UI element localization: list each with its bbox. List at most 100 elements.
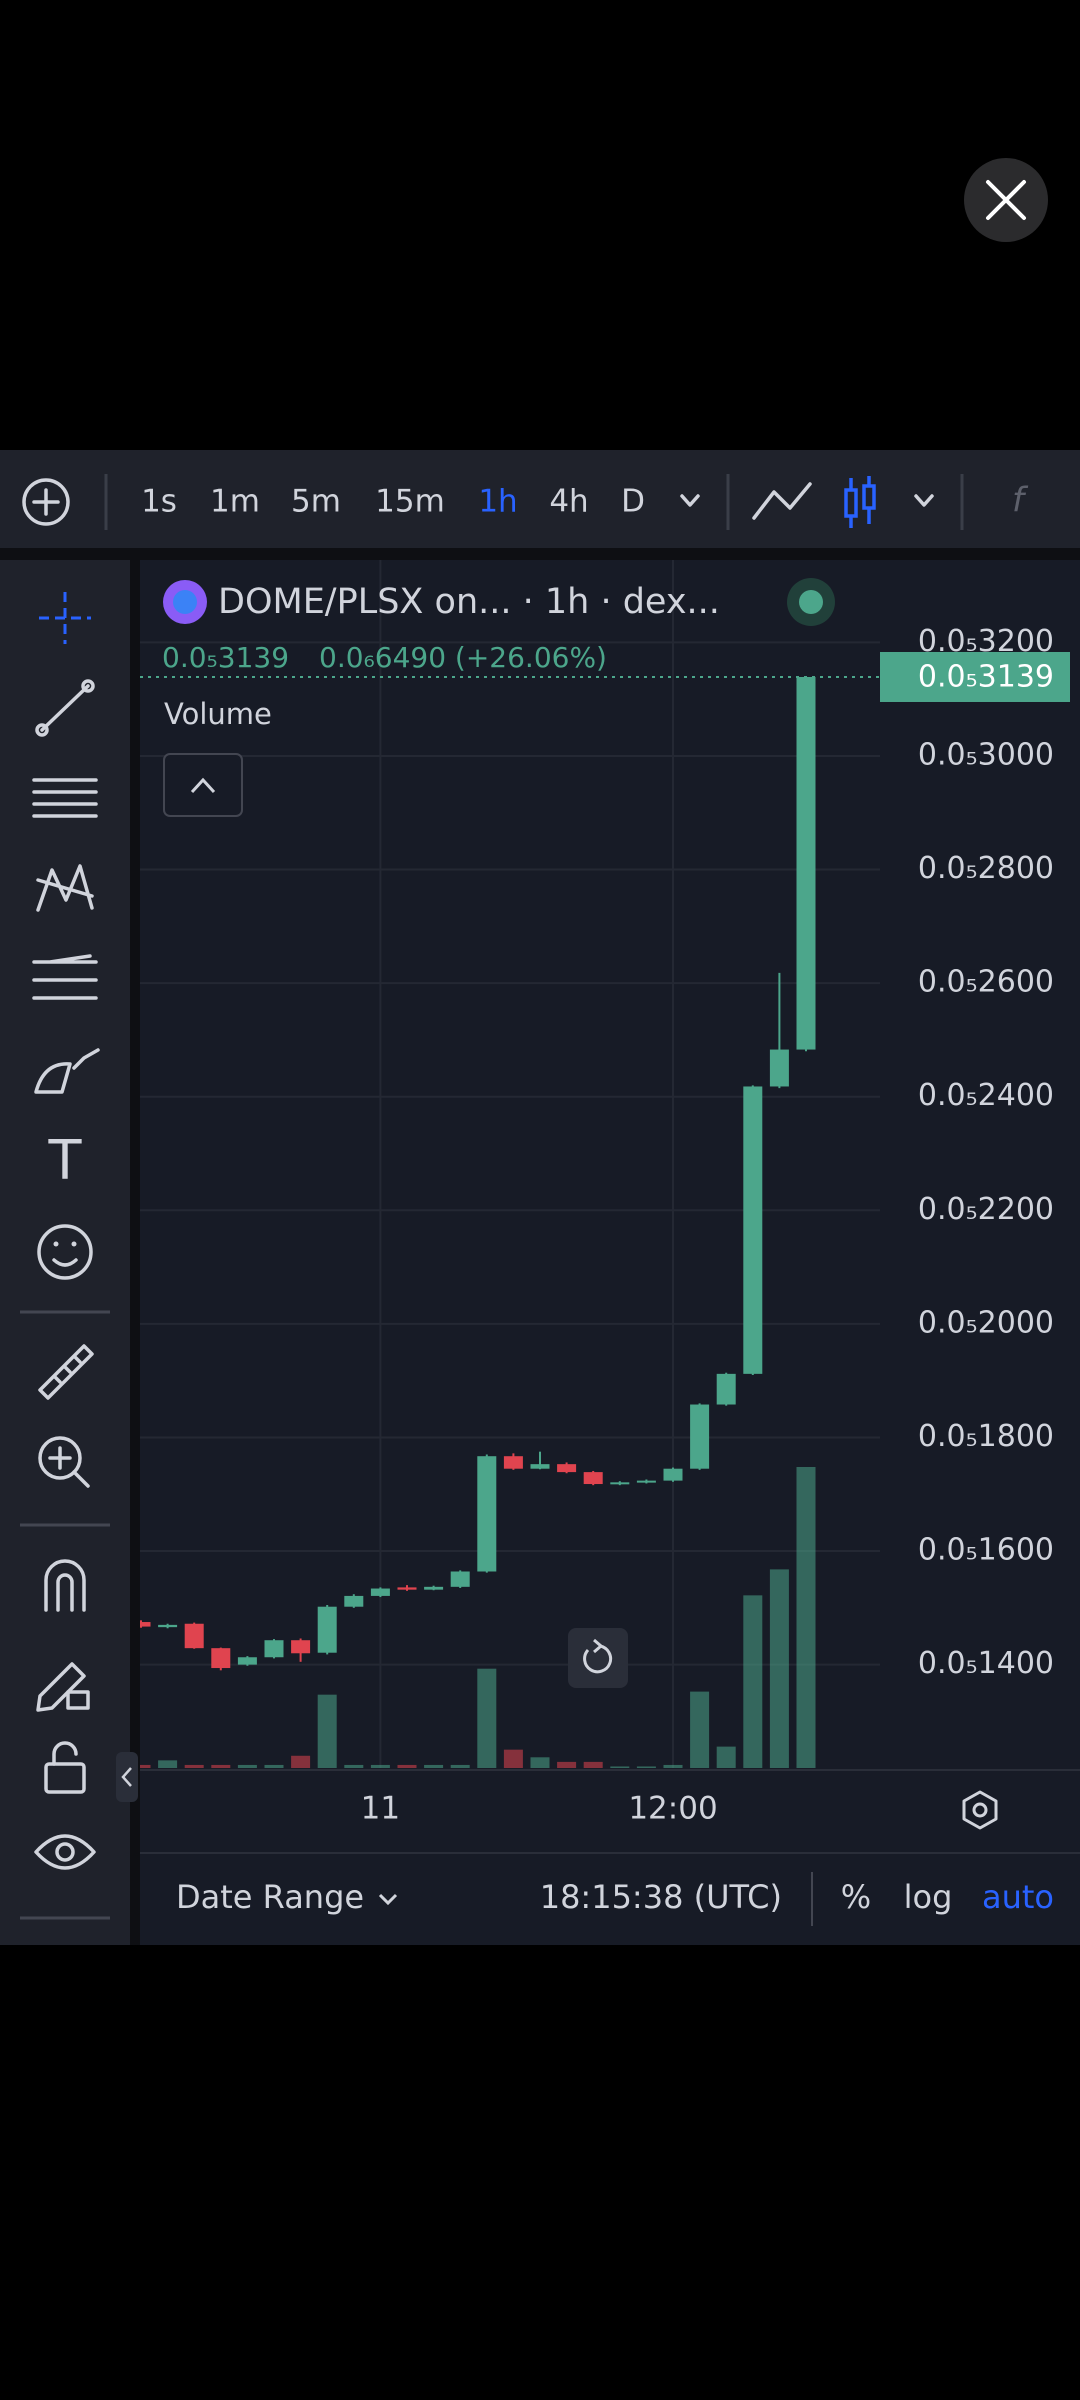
chevron[interactable] xyxy=(378,1893,398,1906)
legend-close: 0.0₅3139 xyxy=(162,641,289,674)
candle-body xyxy=(530,1464,550,1469)
tool-fib[interactable] xyxy=(32,778,98,818)
candle-body xyxy=(140,1622,151,1627)
tool-text[interactable]: T xyxy=(48,1129,83,1192)
volume-bar xyxy=(264,1764,284,1768)
volume-bar xyxy=(503,1749,523,1768)
y-tick-label: 0.0₅1800 xyxy=(918,1419,1054,1454)
date-range[interactable]: Date Range xyxy=(176,1878,364,1916)
scale-option[interactable]: % xyxy=(841,1878,871,1916)
interval[interactable]: 5m xyxy=(291,484,341,520)
volume-bar xyxy=(530,1757,550,1768)
line-chart-icon[interactable] xyxy=(752,482,812,520)
tool-crosshair[interactable] xyxy=(39,592,91,644)
reset-button[interactable] xyxy=(568,1628,628,1688)
y-tick-label: 0.0₅2600 xyxy=(918,965,1054,1000)
volume-bar xyxy=(663,1764,683,1768)
volume-bar xyxy=(796,1467,816,1768)
interval[interactable]: 1m xyxy=(210,484,260,520)
candle-icon[interactable] xyxy=(844,476,876,528)
tool-forecast[interactable] xyxy=(32,954,98,1000)
volume-bar xyxy=(557,1761,577,1768)
candle-body xyxy=(397,1587,417,1590)
tool-trendline[interactable] xyxy=(35,679,95,737)
separator xyxy=(0,548,1080,560)
candle-body xyxy=(291,1640,311,1654)
plot xyxy=(140,560,880,1768)
volume-bar xyxy=(450,1764,470,1768)
left-toolbar xyxy=(0,560,130,1945)
tool-ruler[interactable] xyxy=(38,1344,94,1400)
x-tick-label: 12:00 xyxy=(628,1791,717,1827)
status-indicator xyxy=(799,590,823,614)
pane-label: Volume xyxy=(164,697,272,731)
volume-bar xyxy=(610,1766,630,1768)
candle-body xyxy=(264,1640,284,1658)
candle-body xyxy=(796,676,816,1050)
scale-option[interactable]: auto xyxy=(982,1878,1054,1916)
candle-body xyxy=(477,1456,497,1572)
volume-bar xyxy=(583,1761,603,1768)
collapse-pane-button[interactable] xyxy=(163,753,243,817)
y-tick-label: 0.0₅3000 xyxy=(918,737,1054,772)
volume-bar xyxy=(370,1764,390,1768)
legend-change: 0.0₆6490 (+26.06%) xyxy=(319,641,607,674)
scale-option[interactable]: log xyxy=(904,1878,953,1916)
settings-button[interactable] xyxy=(962,1790,998,1830)
volume-bar xyxy=(211,1764,231,1768)
close-button[interactable] xyxy=(964,158,1048,242)
volume-bar xyxy=(769,1569,789,1768)
volume-bar xyxy=(184,1764,204,1768)
tool-zoom[interactable] xyxy=(38,1436,90,1488)
candle-body xyxy=(158,1624,178,1628)
chart-area xyxy=(140,560,1080,1945)
tool-pattern[interactable] xyxy=(36,864,94,912)
separator xyxy=(130,560,140,1945)
collapse-tab[interactable] xyxy=(116,1752,138,1802)
top-toolbar xyxy=(0,450,1080,548)
tool-lock-drawings[interactable] xyxy=(36,1662,90,1712)
tool-emoji[interactable] xyxy=(37,1224,93,1280)
volume-bar xyxy=(397,1764,417,1768)
y-tick-label: 0.0₅2800 xyxy=(918,851,1054,886)
volume-bar xyxy=(477,1668,497,1768)
tool-visibility[interactable] xyxy=(34,1834,96,1870)
y-tick-label: 0.0₅2000 xyxy=(918,1305,1054,1340)
candle-body xyxy=(184,1623,204,1649)
volume-bar xyxy=(140,1764,151,1768)
symbol-logo xyxy=(173,590,197,614)
candle-body xyxy=(663,1468,683,1481)
interval[interactable]: 15m xyxy=(375,484,445,520)
chevron[interactable] xyxy=(914,494,934,507)
last-price-label: 0.0₅3139 xyxy=(918,659,1054,694)
candle-body xyxy=(557,1464,577,1473)
interval[interactable]: 1s xyxy=(141,484,177,520)
candle-body xyxy=(317,1606,337,1653)
add-button[interactable] xyxy=(22,478,70,526)
candle-body xyxy=(716,1373,736,1405)
volume-bar xyxy=(344,1764,364,1768)
tool-brush[interactable] xyxy=(34,1048,100,1094)
tool-magnet[interactable] xyxy=(44,1559,86,1612)
interval[interactable]: 4h xyxy=(549,484,588,520)
tool-lock[interactable] xyxy=(44,1741,86,1794)
y-tick-label: 0.0₅2200 xyxy=(918,1192,1054,1227)
interval[interactable]: D xyxy=(621,484,645,520)
y-tick-label: 0.0₅2400 xyxy=(918,1078,1054,1113)
candle-body xyxy=(610,1482,630,1485)
interval[interactable]: 1h xyxy=(478,484,517,520)
chevron[interactable] xyxy=(680,494,700,507)
candle-body xyxy=(690,1404,710,1469)
candle-body xyxy=(211,1648,231,1669)
volume-bar xyxy=(690,1691,710,1768)
candle-body xyxy=(583,1472,603,1485)
symbol-title[interactable]: DOME/PLSX on... · 1h · dex... xyxy=(218,582,720,622)
candle-body xyxy=(344,1595,364,1607)
candle-body xyxy=(769,1049,789,1087)
candle-body xyxy=(237,1657,257,1665)
x-tick-label: 11 xyxy=(361,1791,400,1827)
volume-bar xyxy=(291,1755,311,1768)
clock: 18:15:38 (UTC) xyxy=(540,1878,782,1916)
